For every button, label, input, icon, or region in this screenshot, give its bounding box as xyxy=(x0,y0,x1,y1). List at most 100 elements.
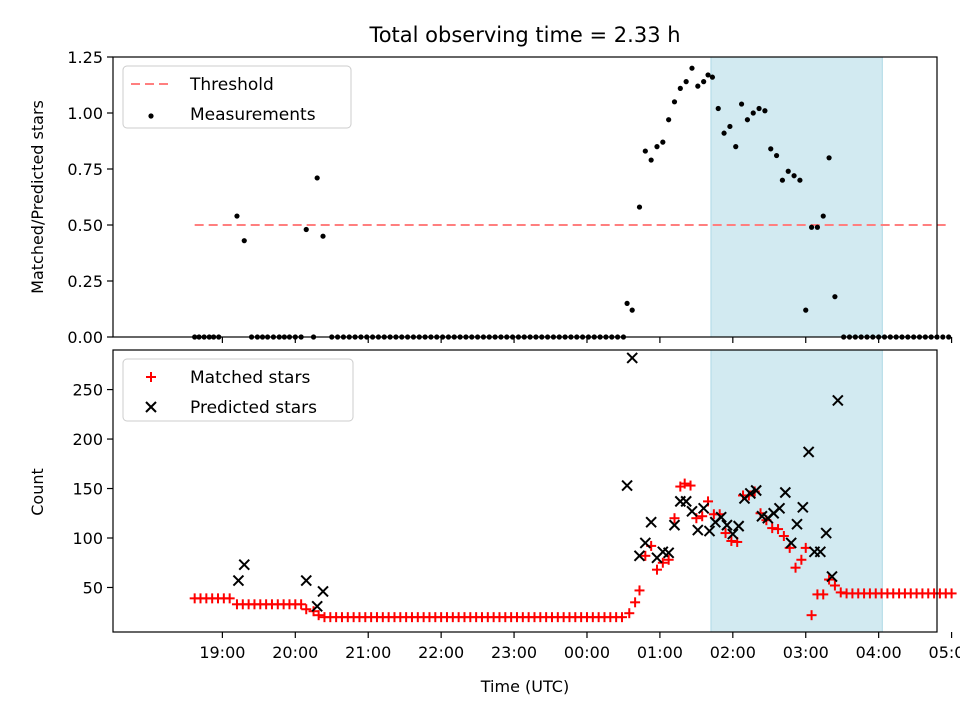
marker-stroke xyxy=(697,502,710,515)
marker-stroke xyxy=(832,394,844,407)
x-tick-label: 21:00 xyxy=(345,643,391,662)
measurement-point xyxy=(314,175,320,181)
matched-star-point xyxy=(640,550,651,561)
legend-entry-label: Predicted stars xyxy=(190,398,317,418)
matched-star-point xyxy=(669,513,680,524)
measurement-point xyxy=(803,307,809,313)
x-tick-label: 04:00 xyxy=(856,643,902,662)
x-tick-label: 23:00 xyxy=(491,643,537,662)
marker-stroke xyxy=(238,559,250,571)
measurement-point xyxy=(768,146,774,152)
axes-frame xyxy=(112,349,938,633)
predicted-star-point xyxy=(686,505,698,517)
marker-stroke xyxy=(797,501,809,514)
y-tick-label: 0.00 xyxy=(67,328,103,347)
legend-predicted-swatch xyxy=(145,401,157,413)
measurement-point xyxy=(705,72,711,78)
y-tick-label: 1.00 xyxy=(67,104,103,123)
predicted-star-point xyxy=(626,352,638,364)
figure-title: Total observing time = 2.33 h xyxy=(368,23,680,47)
marker-stroke xyxy=(232,574,245,587)
measurement-point xyxy=(677,85,683,91)
matched-star-point xyxy=(778,531,789,542)
legend: Matched stars Predicted stars xyxy=(122,358,354,422)
legend-box xyxy=(122,358,354,422)
legend-entry-label: Measurements xyxy=(190,105,316,125)
matched-star-point xyxy=(818,589,829,600)
predicted-star-point xyxy=(750,484,762,497)
measurement-point xyxy=(629,307,635,313)
matched-star-point xyxy=(616,612,627,623)
y-tick-label: 100 xyxy=(72,529,103,548)
marker-stroke xyxy=(662,547,675,559)
predicted-star-point xyxy=(820,527,832,539)
matched-star-point xyxy=(829,580,840,591)
marker-stroke xyxy=(727,528,739,540)
measurement-point xyxy=(750,110,756,116)
predicted-star-point xyxy=(697,502,710,515)
measurement-point xyxy=(695,83,701,89)
y-tick-label: 150 xyxy=(72,480,103,499)
matched-star-point xyxy=(679,478,690,489)
predicted-star-point xyxy=(703,525,716,537)
marker-stroke xyxy=(657,546,669,558)
marker-stroke xyxy=(703,525,716,537)
legend: Threshold Measurements xyxy=(122,65,352,129)
x-tick-label: 22:00 xyxy=(418,643,464,662)
predicted-star-point xyxy=(727,528,739,540)
measurement-point xyxy=(820,213,826,219)
matched-star-point xyxy=(296,599,307,610)
marker-stroke xyxy=(779,486,792,499)
measurement-point xyxy=(940,334,946,340)
marker-stroke xyxy=(773,502,786,515)
predicted-star-point xyxy=(826,570,838,583)
matched-star-point xyxy=(806,610,817,621)
measurement-point xyxy=(689,65,695,71)
marker-stroke xyxy=(802,446,815,458)
measurement-point xyxy=(946,334,952,340)
marker-stroke xyxy=(311,600,323,612)
marker-stroke xyxy=(626,352,638,364)
matched-star-point xyxy=(634,585,645,596)
matched-star-point xyxy=(773,524,784,535)
measurement-point xyxy=(320,233,326,239)
marker-stroke xyxy=(621,479,633,492)
predicted-star-point xyxy=(773,502,786,515)
measurement-point xyxy=(683,79,689,85)
marker-stroke xyxy=(744,487,757,500)
marker-stroke xyxy=(633,550,646,562)
measurement-point xyxy=(808,224,815,230)
measurement-point xyxy=(756,105,762,112)
marker-stroke xyxy=(692,524,704,536)
measurement-point xyxy=(241,238,247,244)
bottom-subplot: 50 100 150 200 250 19:00 20:00 21:00 22:00 23:00 0… xyxy=(72,349,960,662)
predicted-star-point xyxy=(311,600,323,612)
marker-stroke xyxy=(820,527,832,539)
predicted-star-point xyxy=(692,524,704,536)
marker-stroke xyxy=(639,537,652,549)
measurement-point xyxy=(648,157,654,163)
predicted-star-point xyxy=(832,394,844,407)
y-tick-label: 200 xyxy=(72,430,103,449)
predicted-star-point xyxy=(721,519,733,531)
matched-star-point xyxy=(624,608,635,619)
matched-star-point xyxy=(685,480,696,491)
legend-box xyxy=(122,65,352,129)
predicted-star-point xyxy=(662,547,675,559)
bottom-ylabel: Count xyxy=(28,468,47,516)
legend-entry-label: Threshold xyxy=(189,75,274,95)
observing-window-span xyxy=(710,56,883,338)
predicted-star-point xyxy=(645,516,657,528)
measurement-point xyxy=(654,144,660,150)
measurement-point xyxy=(791,173,797,179)
y-tick-label: 50 xyxy=(83,578,103,597)
measurement-point xyxy=(636,204,643,210)
measurement-point xyxy=(797,177,803,183)
marker-stroke xyxy=(785,537,797,549)
marker-stroke xyxy=(300,574,312,587)
measurement-point xyxy=(701,79,707,85)
matched-star-point xyxy=(790,562,801,573)
observing-window-span xyxy=(710,349,883,633)
x-tick-label: 05:00 xyxy=(929,643,960,662)
predicted-star-point xyxy=(779,486,792,499)
